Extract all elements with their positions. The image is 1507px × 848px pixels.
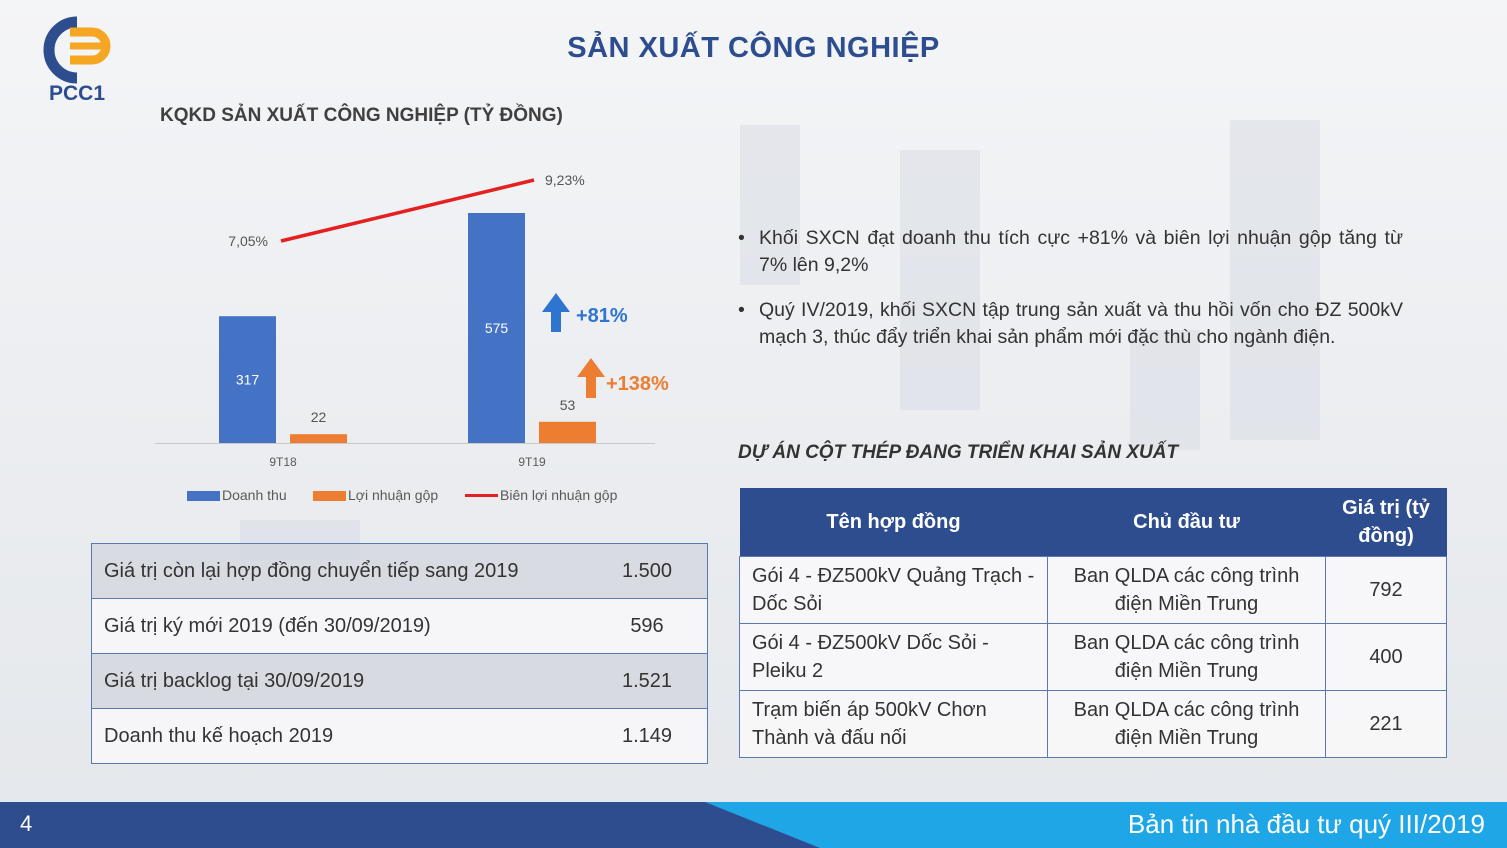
contract-cell: Gói 4 - ĐZ500kV Quảng Trạch - Dốc Sỏi [739,556,1048,624]
header-value: Giá trị (tỷ đồng) [1325,488,1447,557]
row-value: 1.149 [587,708,708,764]
table-row: Giá trị còn lại hợp đồng chuyển tiếp san… [91,543,708,599]
table-header-row: Tên hợp đồng Chủ đầu tư Giá trị (tỷ đồng… [739,488,1447,557]
bullet-symbol: • [738,299,745,321]
bullet-item: • Quý IV/2019, khối SXCN tập trung sản x… [738,297,1403,351]
data-label: 22 [311,409,327,425]
legend-swatch [465,494,498,497]
table-row: Giá trị ký mới 2019 (đến 30/09/2019) 596 [91,598,708,654]
contract-cell: Trạm biến áp 500kV Chơn Thành và đấu nối [739,690,1048,758]
bullet-list: • Khối SXCN đạt doanh thu tích cực +81% … [738,225,1403,369]
header-contract: Tên hợp đồng [739,488,1048,557]
bullet-text: Quý IV/2019, khối SXCN tập trung sản xuấ… [759,299,1403,348]
footer-bar: 4 Bản tin nhà đầu tư quý III/2019 [0,802,1507,848]
value-cell: 221 [1325,690,1447,758]
line-data-label: 9,23% [545,172,585,188]
background-building [1130,330,1200,450]
footer-text: Bản tin nhà đầu tư quý III/2019 [1127,809,1485,839]
up-arrow-icon [577,358,605,398]
table-row: Doanh thu kế hoạch 2019 1.149 [91,708,708,764]
bar-lợi-nhuận-gộp [539,421,596,443]
bullet-text: Khối SXCN đạt doanh thu tích cực +81% và… [759,227,1403,276]
logo-text: PCC1 [49,82,105,104]
data-label: 575 [485,320,509,336]
row-label: Giá trị backlog tại 30/09/2019 [91,653,587,709]
table-row: Trạm biến áp 500kV Chơn Thành và đấu nối… [739,690,1447,758]
row-value: 1.500 [587,543,708,599]
background-building [740,125,800,285]
background-building [1230,120,1320,440]
bullet-item: • Khối SXCN đạt doanh thu tích cực +81% … [738,225,1403,279]
company-logo: PCC1 [30,14,125,105]
up-arrow-icon [542,293,570,332]
header-investor: Chủ đầu tư [1047,488,1326,557]
data-label: 317 [236,372,260,388]
bar-doanh-thu [468,213,525,443]
value-cell: 792 [1325,556,1447,624]
legend-swatch [313,491,346,501]
bar-doanh-thu [219,316,276,443]
legend-swatch [187,491,220,501]
chart-title: KQKD SẢN XUẤT CÔNG NGHIỆP (TỶ ĐỒNG) [160,105,563,126]
investor-cell: Ban QLDA các công trình điện Miền Trung [1047,690,1326,758]
line-data-label: 7,05% [228,233,268,249]
table-row: Giá trị backlog tại 30/09/2019 1.521 [91,653,708,709]
legend-label: Lợi nhuận gộp [348,487,438,503]
row-value: 1.521 [587,653,708,709]
project-table: Tên hợp đồng Chủ đầu tư Giá trị (tỷ đồng… [739,488,1447,758]
row-label: Doanh thu kế hoạch 2019 [91,708,587,764]
bullet-symbol: • [738,227,745,249]
investor-cell: Ban QLDA các công trình điện Miền Trung [1047,623,1326,691]
value-cell: 400 [1325,623,1447,691]
page-title: SẢN XUẤT CÔNG NGHIỆP [567,32,940,64]
table-row: Gói 4 - ĐZ500kV Dốc Sỏi - Pleiku 2 Ban Q… [739,623,1447,691]
x-tick-label: 9T18 [269,455,297,469]
page-number: 4 [20,811,33,836]
legend-label: Biên lợi nhuận gộp [500,487,618,503]
x-tick-label: 9T19 [518,455,546,469]
row-label: Giá trị ký mới 2019 (đến 30/09/2019) [91,598,587,654]
row-value: 596 [587,598,708,654]
bar-lợi-nhuận-gộp [290,434,347,443]
investor-cell: Ban QLDA các công trình điện Miền Trung [1047,556,1326,624]
contract-cell: Gói 4 - ĐZ500kV Dốc Sỏi - Pleiku 2 [739,623,1048,691]
growth-annotation: +138% [606,373,669,395]
project-table-title: DỰ ÁN CỘT THÉP ĐANG TRIỂN KHAI SẢN XUẤT [738,442,1179,463]
legend-label: Doanh thu [222,487,287,503]
line-margin [280,178,535,243]
growth-annotation: +81% [576,305,628,327]
industrial-production-chart: 317 22 9T18 575 53 9T19 7,05% 9,23% +81% +138% Doa… [150,160,670,520]
row-label: Giá trị còn lại hợp đồng chuyển tiếp san… [91,543,587,599]
data-label: 53 [560,397,576,413]
table-row: Gói 4 - ĐZ500kV Quảng Trạch - Dốc Sỏi Ba… [739,556,1447,624]
background-building [900,150,980,410]
backlog-table: Giá trị còn lại hợp đồng chuyển tiếp san… [91,543,708,764]
